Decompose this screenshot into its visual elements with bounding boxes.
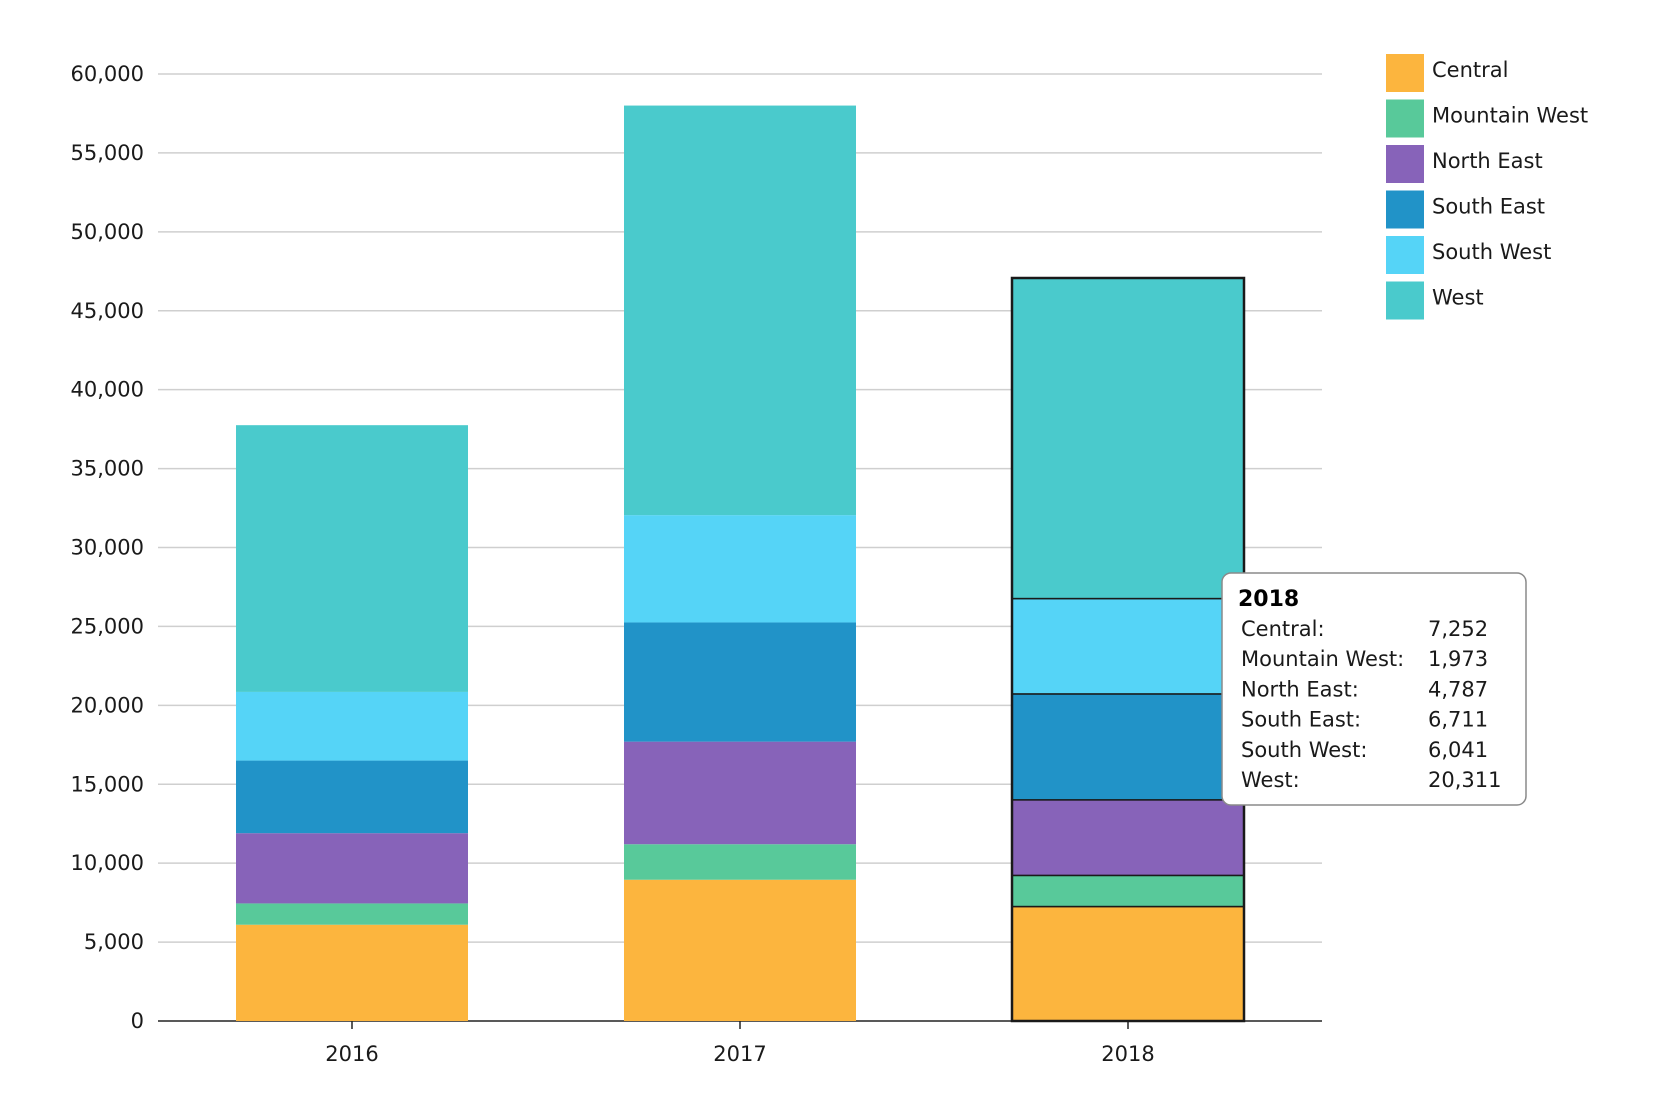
bar-segment-south-east-2017[interactable] <box>624 622 856 742</box>
tooltip-row-label: Central: <box>1241 617 1325 641</box>
legend-label: West <box>1432 286 1484 310</box>
legend-item-south-east[interactable]: South East <box>1386 190 1545 229</box>
bar-segment-central-2016[interactable] <box>236 924 468 1021</box>
bar-segment-south-east-2018[interactable] <box>1011 693 1245 801</box>
legend: Central Mountain West North East South East… <box>1386 54 1588 320</box>
legend-swatch <box>1386 99 1424 138</box>
tooltip: 2018 Central: 7,252 Mountain West: 1,973 Nort… <box>1221 572 1527 806</box>
legend-label: North East <box>1432 149 1543 173</box>
bar-segment-mountain-west-2018[interactable] <box>1011 874 1245 908</box>
legend-label: Central <box>1432 58 1508 82</box>
bar-segment-west-2017[interactable] <box>624 105 856 516</box>
bar-segment-west-2018[interactable] <box>1011 277 1245 600</box>
legend-item-mountain-west[interactable]: Mountain West <box>1386 99 1588 138</box>
legend-item-north-east[interactable]: North East <box>1386 145 1543 183</box>
y-tick-label: 10,000 <box>71 851 144 875</box>
tooltip-row-label: South East: <box>1241 708 1361 732</box>
bar-segment-north-east-2016[interactable] <box>236 833 468 904</box>
tooltip-title: 2018 <box>1238 587 1299 612</box>
legend-swatch <box>1386 236 1424 274</box>
tooltip-row-value: 6,041 <box>1428 738 1488 762</box>
tooltip-row-label: South West: <box>1241 738 1367 762</box>
y-tick-label: 50,000 <box>71 220 144 244</box>
legend-swatch <box>1386 145 1424 183</box>
bar-segment-south-west-2017[interactable] <box>624 515 856 623</box>
x-tick-label: 2018 <box>1101 1042 1154 1066</box>
tooltip-row-label: North East: <box>1241 677 1359 701</box>
tooltip-row-value: 7,252 <box>1428 617 1488 641</box>
tooltip-row-value: 20,311 <box>1428 768 1501 792</box>
bar-segment-south-west-2018[interactable] <box>1011 597 1245 695</box>
legend-item-south-west[interactable]: South West <box>1386 236 1551 274</box>
tooltip-box <box>1221 572 1527 806</box>
y-tick-label: 45,000 <box>71 299 144 323</box>
legend-item-west[interactable]: West <box>1386 281 1484 320</box>
bar-segment-mountain-west-2017[interactable] <box>624 844 856 880</box>
legend-label: South East <box>1432 195 1545 219</box>
bar-segment-south-west-2016[interactable] <box>236 691 468 761</box>
y-tick-label: 60,000 <box>71 62 144 86</box>
y-tick-label: 55,000 <box>71 141 144 165</box>
legend-label: Mountain West <box>1432 104 1588 128</box>
bar-segment-central-2017[interactable] <box>624 879 856 1021</box>
bar-segment-central-2018[interactable] <box>1011 905 1245 1022</box>
bar-segment-north-east-2017[interactable] <box>624 741 856 845</box>
y-tick-label: 15,000 <box>71 772 144 796</box>
y-tick-label: 0 <box>131 1009 144 1033</box>
y-tick-label: 40,000 <box>71 378 144 402</box>
x-tick-label: 2016 <box>325 1042 378 1066</box>
legend-item-central[interactable]: Central <box>1386 54 1508 92</box>
legend-swatch <box>1386 190 1424 229</box>
bars <box>236 105 1245 1022</box>
tooltip-row-value: 4,787 <box>1428 677 1488 701</box>
tooltip-row-value: 1,973 <box>1428 647 1488 671</box>
bar-segment-mountain-west-2016[interactable] <box>236 903 468 925</box>
legend-swatch <box>1386 281 1424 320</box>
y-tick-label: 20,000 <box>71 693 144 717</box>
bar-segment-south-east-2016[interactable] <box>236 760 468 834</box>
x-tick-label: 2017 <box>713 1042 766 1066</box>
bar-segment-north-east-2018[interactable] <box>1011 799 1245 877</box>
tooltip-row-label: Mountain West: <box>1241 647 1404 671</box>
y-tick-label: 5,000 <box>84 930 144 954</box>
y-tick-label: 35,000 <box>71 457 144 481</box>
tooltip-row-value: 6,711 <box>1428 708 1488 732</box>
y-tick-label: 30,000 <box>71 536 144 560</box>
legend-swatch <box>1386 54 1424 92</box>
tooltip-row-label: West: <box>1241 768 1300 792</box>
y-tick-label: 25,000 <box>71 614 144 638</box>
bar-segment-west-2016[interactable] <box>236 425 468 692</box>
legend-label: South West <box>1432 240 1551 264</box>
